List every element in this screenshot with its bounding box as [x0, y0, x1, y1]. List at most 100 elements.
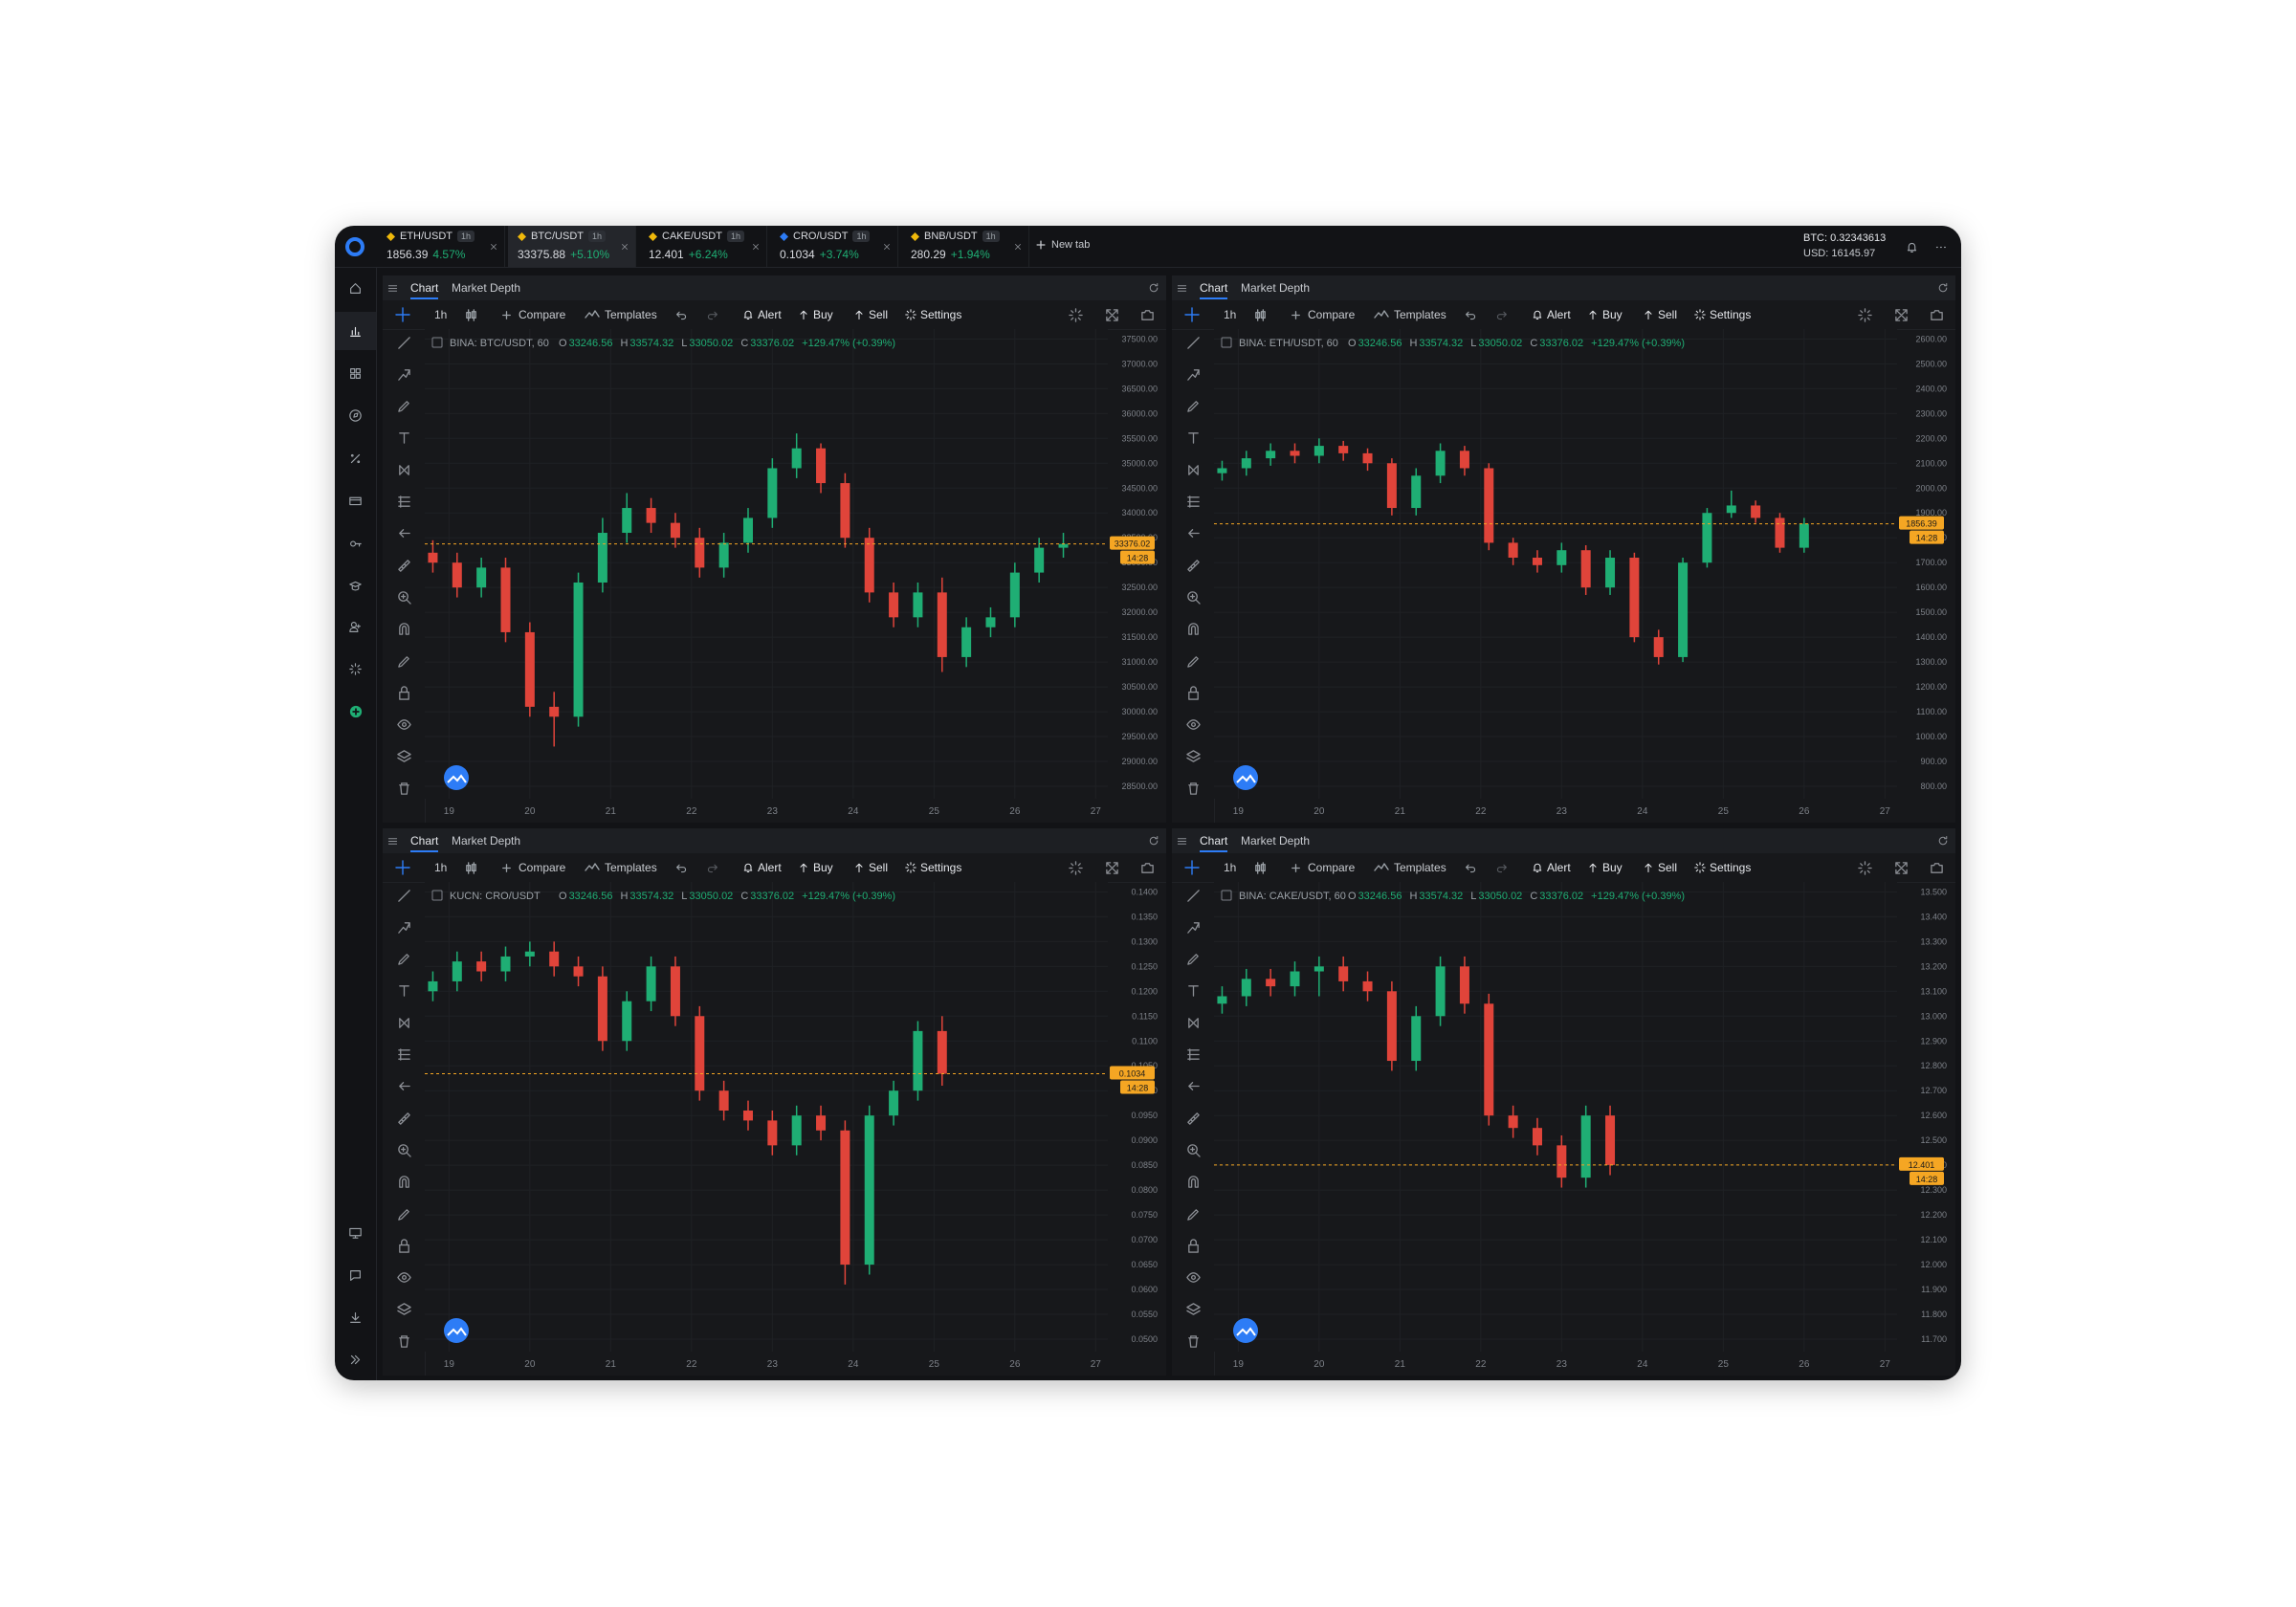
- icon-text[interactable]: [1186, 430, 1201, 445]
- icon-line[interactable]: [397, 889, 411, 903]
- icon-text[interactable]: [397, 983, 411, 998]
- icon-pen[interactable]: [1186, 1207, 1201, 1222]
- icon-pct[interactable]: [349, 452, 362, 465]
- icon-fib[interactable]: [1186, 1047, 1201, 1062]
- icon-lock[interactable]: [1186, 1239, 1201, 1253]
- icon-left[interactable]: [397, 1079, 411, 1093]
- panel-tab-depth[interactable]: Market Depth: [452, 834, 521, 848]
- panel-tab-depth[interactable]: Market Depth: [1241, 281, 1311, 295]
- icon-zoom[interactable]: [397, 1143, 411, 1157]
- icon-up[interactable]: [798, 309, 809, 320]
- icon-eye[interactable]: [1185, 717, 1201, 732]
- icon-wave[interactable]: [1374, 860, 1389, 875]
- templates-button[interactable]: Templates: [1394, 308, 1446, 321]
- icon-nodes[interactable]: [1186, 1016, 1201, 1030]
- icon-zoom[interactable]: [397, 590, 411, 605]
- panel-tab-chart[interactable]: Chart: [410, 281, 439, 299]
- icon-compass[interactable]: [349, 409, 362, 423]
- settings-button[interactable]: Settings: [920, 861, 962, 874]
- new-tab-button[interactable]: New tab: [1036, 239, 1090, 251]
- icon-fork[interactable]: [397, 367, 411, 382]
- icon-trash[interactable]: [397, 1334, 411, 1349]
- icon-left[interactable]: [397, 526, 411, 540]
- icon-pen[interactable]: [397, 952, 411, 966]
- icon-gear[interactable]: [1857, 307, 1872, 322]
- icon-ruler[interactable]: [1186, 559, 1201, 573]
- icon-camera[interactable]: [1930, 861, 1944, 875]
- icon-card[interactable]: [349, 495, 362, 507]
- icon-cross[interactable]: [1184, 860, 1200, 875]
- icon-layers[interactable]: [396, 1302, 411, 1316]
- icon-nodes[interactable]: [397, 463, 411, 477]
- icon-expand[interactable]: [1894, 861, 1909, 875]
- icon-grid4[interactable]: [349, 367, 362, 380]
- icon-redo[interactable]: [1495, 309, 1508, 321]
- icon-home[interactable]: [349, 282, 362, 295]
- buy-button[interactable]: Buy: [813, 861, 833, 874]
- icon-magnet[interactable]: [397, 1175, 411, 1189]
- icon-refresh[interactable]: [1937, 282, 1949, 294]
- icon-bell[interactable]: [1532, 309, 1543, 320]
- icon-candle[interactable]: [1253, 308, 1268, 322]
- icon-zoom[interactable]: [1186, 590, 1201, 605]
- icon-nodes[interactable]: [1186, 463, 1201, 477]
- icon-pen[interactable]: [397, 399, 411, 413]
- icon-x[interactable]: [489, 242, 498, 252]
- icon-layers[interactable]: [1185, 749, 1201, 763]
- templates-button[interactable]: Templates: [605, 308, 657, 321]
- icon-refresh[interactable]: [1937, 835, 1949, 847]
- icon-undo[interactable]: [1465, 309, 1477, 321]
- icon-chat[interactable]: [349, 1269, 362, 1282]
- sell-button[interactable]: Sell: [869, 308, 889, 321]
- interval-button[interactable]: 1h: [434, 308, 448, 321]
- alert-button[interactable]: Alert: [1547, 308, 1571, 321]
- icon-eye[interactable]: [1185, 1270, 1201, 1285]
- icon-gear[interactable]: [1068, 307, 1083, 322]
- icon-add[interactable]: [349, 705, 363, 718]
- icon-cross[interactable]: [1184, 307, 1200, 322]
- icon-undo[interactable]: [675, 309, 688, 321]
- icon-camera[interactable]: [1930, 308, 1944, 322]
- legend-toggle[interactable]: [431, 890, 443, 901]
- icon-line[interactable]: [1186, 889, 1201, 903]
- icon-up[interactable]: [853, 309, 865, 320]
- legend-toggle[interactable]: [1221, 337, 1232, 348]
- icon-chev[interactable]: [349, 1354, 362, 1366]
- icon-bell[interactable]: [1532, 862, 1543, 873]
- app-logo[interactable]: [343, 235, 366, 258]
- icon-screen[interactable]: [349, 1226, 362, 1239]
- compare-button[interactable]: Compare: [1308, 308, 1356, 321]
- icon-camera[interactable]: [1140, 861, 1155, 875]
- compare-button[interactable]: Compare: [519, 308, 566, 321]
- interval-button[interactable]: 1h: [434, 861, 448, 874]
- symbol-tab[interactable]: BNB/USDT 1h 280.29 +1.94%: [901, 226, 1029, 267]
- icon-x[interactable]: [882, 242, 892, 252]
- alert-button[interactable]: Alert: [758, 308, 782, 321]
- icon-gear[interactable]: [1857, 860, 1872, 875]
- icon-up[interactable]: [798, 862, 809, 873]
- icon-up[interactable]: [1587, 862, 1599, 873]
- icon-user[interactable]: [349, 621, 362, 633]
- icon-menu[interactable]: [387, 283, 398, 294]
- icon-plus[interactable]: [1289, 861, 1303, 875]
- templates-button[interactable]: Templates: [1394, 861, 1446, 874]
- symbol-tab[interactable]: CRO/USDT 1h 0.1034 +3.74%: [770, 226, 898, 267]
- icon-candle[interactable]: [1253, 861, 1268, 875]
- icon-x[interactable]: [620, 242, 629, 252]
- panel-tab-depth[interactable]: Market Depth: [1241, 834, 1311, 848]
- icon-fib[interactable]: [397, 495, 411, 509]
- icon-lock[interactable]: [397, 1239, 411, 1253]
- icon-redo[interactable]: [1495, 862, 1508, 874]
- icon-wave[interactable]: [585, 307, 600, 322]
- icon-line[interactable]: [1186, 336, 1201, 350]
- icon-pen[interactable]: [397, 1207, 411, 1222]
- icon-cap[interactable]: [349, 580, 362, 592]
- icon-line[interactable]: [397, 336, 411, 350]
- icon-layers[interactable]: [1185, 1302, 1201, 1316]
- legend-toggle[interactable]: [431, 337, 443, 348]
- icon-bars[interactable]: [349, 325, 362, 338]
- interval-button[interactable]: 1h: [1224, 861, 1237, 874]
- icon-plus[interactable]: [499, 861, 514, 875]
- icon-fork[interactable]: [397, 920, 411, 935]
- icon-expand[interactable]: [1105, 308, 1119, 322]
